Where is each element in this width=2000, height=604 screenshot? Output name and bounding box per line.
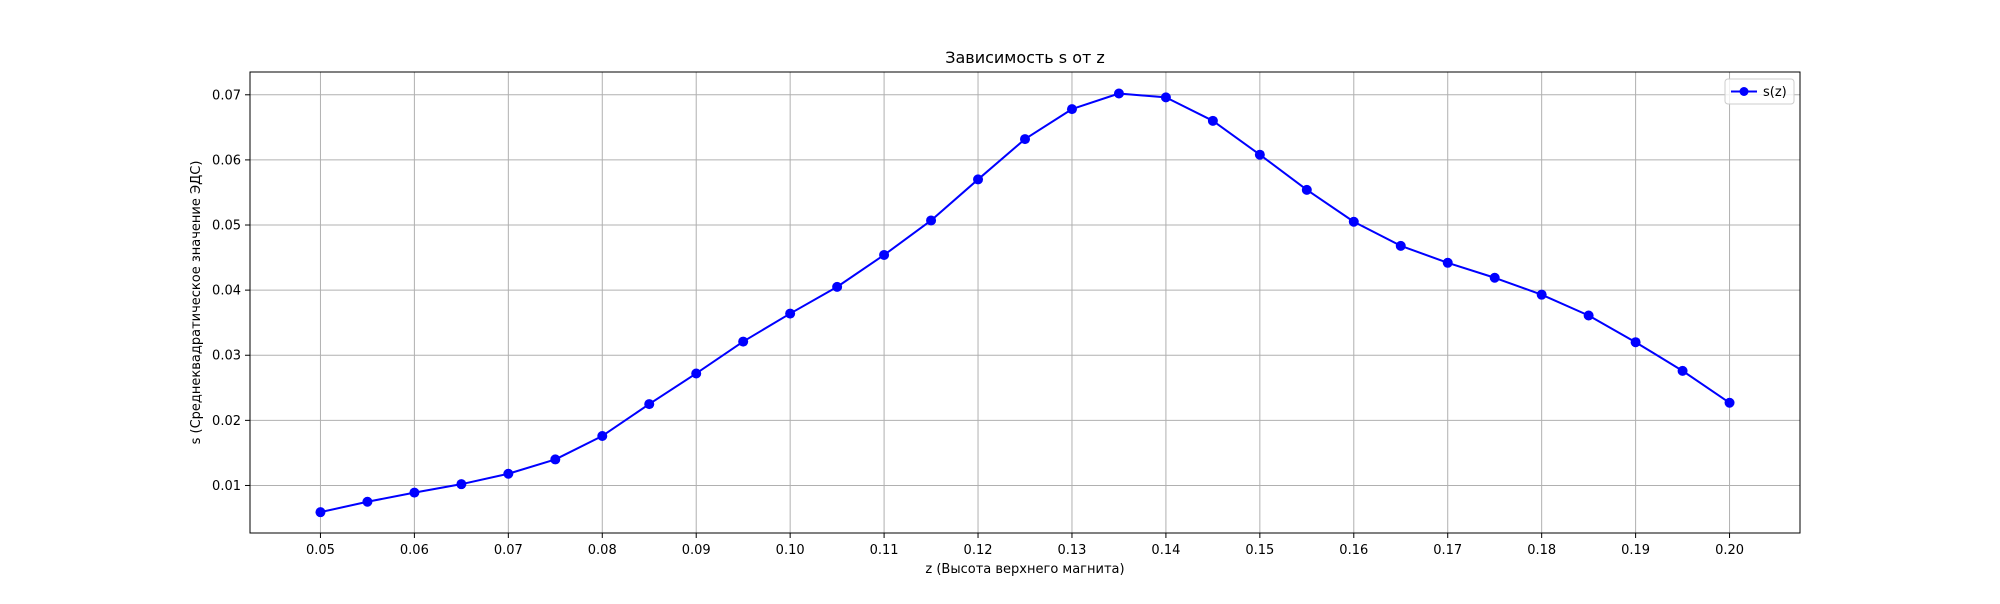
data-point [1536,289,1547,300]
series-line [320,92,1731,514]
y-tick-label: 0.06 [212,153,241,168]
data-point [1489,272,1500,283]
data-point [1113,88,1124,99]
data-point [1254,149,1265,160]
data-point [315,507,326,518]
data-point [691,368,702,379]
data-point [503,468,514,479]
data-point [1442,257,1453,268]
legend-marker [1739,87,1749,96]
grid [250,72,1800,533]
data-point [785,308,796,319]
x-tick-label: 0.17 [1433,543,1462,558]
data-point [1160,92,1171,103]
data-point [1207,115,1218,126]
x-axis-label: z (Высота верхнего магнита) [925,562,1124,577]
x-tick-label: 0.08 [588,543,617,558]
data-point [1395,240,1406,251]
data-point [644,399,655,410]
data-point [597,430,608,441]
data-point [550,454,561,465]
y-axis-label: s (Среднеквадратическое значение ЭДС) [189,161,204,445]
data-point [362,496,373,507]
data-point [456,479,467,490]
x-tick-label: 0.12 [964,543,993,558]
series-layer [315,88,1735,518]
legend: s(z) [1724,78,1795,105]
x-tick-label: 0.18 [1527,543,1556,558]
x-tick-label: 0.05 [306,543,335,558]
data-point [1724,397,1735,408]
data-point [1301,184,1312,195]
y-tick-label: 0.04 [212,284,241,299]
x-tick-label: 0.09 [682,543,711,558]
y-tick-label: 0.07 [212,88,241,103]
data-point [1066,104,1077,115]
y-tick-label: 0.05 [212,219,241,234]
x-tick-label: 0.13 [1057,543,1086,558]
y-tick-label: 0.01 [212,479,241,494]
x-tick-label: 0.07 [494,543,523,558]
x-tick-label: 0.10 [776,543,805,558]
x-tick-label: 0.15 [1245,543,1274,558]
y-tick-label: 0.02 [212,414,241,429]
chart-title: Зависимость s от z [945,48,1105,67]
data-point [1630,337,1641,348]
data-point [1020,134,1030,145]
x-tick-label: 0.14 [1151,543,1180,558]
data-point [832,281,843,292]
data-point [973,174,984,185]
x-tick-label: 0.11 [870,543,899,558]
data-point [926,215,937,226]
data-point [738,336,749,347]
data-point [1677,365,1688,376]
y-tick-label: 0.03 [212,349,241,364]
x-tick-label: 0.06 [400,543,429,558]
legend-box [1724,78,1795,105]
data-point [1583,310,1594,321]
data-point [1348,216,1359,227]
axis-ticks: 0.05 0.06 0.07 0.08 0.09 0.10 0.11 0.12 0.13 0.14… [212,88,1744,558]
x-tick-label: 0.19 [1621,543,1650,558]
legend-label: s(z) [1763,85,1787,100]
plot-frame [249,71,1801,534]
x-tick-label: 0.20 [1715,543,1744,558]
x-tick-label: 0.16 [1339,543,1368,558]
data-point [409,487,420,498]
data-point [879,249,890,260]
